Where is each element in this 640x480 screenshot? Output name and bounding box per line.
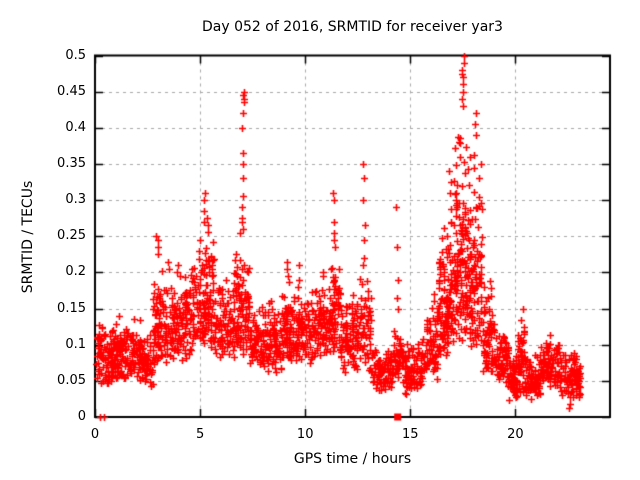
x-tick-label: 15 (402, 427, 419, 442)
x-tick-label: 5 (195, 427, 205, 442)
y-tick-label: 0.2 (65, 264, 86, 280)
y-tick-label: 0.25 (57, 228, 86, 244)
x-tick-label: 20 (507, 427, 524, 442)
x-tick-label: 0 (90, 427, 100, 442)
y-tick-label: 0.35 (57, 155, 86, 171)
chart-title: Day 052 of 2016, SRMTID for receiver yar… (202, 19, 503, 35)
y-tick-label: 0.05 (57, 372, 86, 388)
y-tick-label: 0.4 (65, 119, 86, 135)
y-tick-label: 0.15 (57, 300, 86, 316)
y-tick-label: 0.5 (65, 47, 86, 63)
x-tick-label: 10 (296, 427, 314, 442)
y-tick-label: 0.45 (57, 83, 86, 99)
x-axis-title: GPS time / hours (293, 451, 412, 467)
y-tick-label: 0.3 (65, 192, 86, 208)
y-tick-label: 0.1 (65, 336, 86, 352)
y-tick-label: 0 (77, 409, 86, 424)
